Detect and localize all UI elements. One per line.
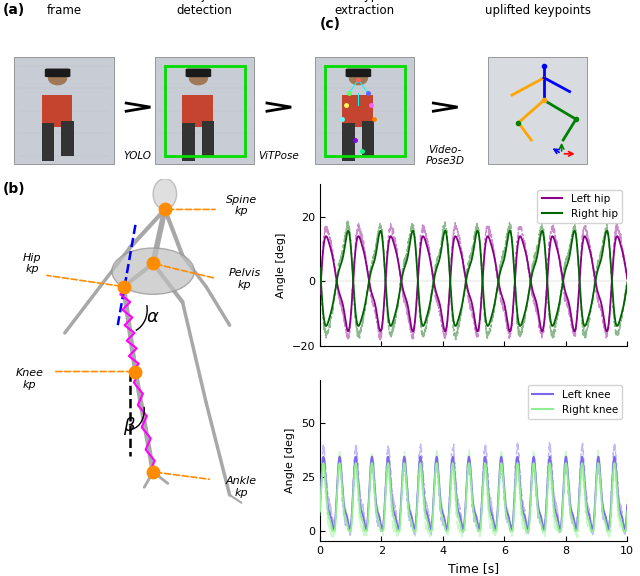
- Text: $\beta$: $\beta$: [123, 415, 136, 437]
- Text: (b): (b): [3, 183, 26, 196]
- Bar: [61, 121, 74, 156]
- Bar: [362, 121, 374, 156]
- Text: 2D-to-3D
uplifted keypoints: 2D-to-3D uplifted keypoints: [484, 0, 591, 17]
- Bar: [42, 123, 54, 161]
- Text: (a): (a): [3, 3, 26, 17]
- Bar: [324, 66, 404, 156]
- Bar: [342, 94, 373, 127]
- Circle shape: [153, 179, 177, 210]
- Ellipse shape: [48, 71, 67, 85]
- Text: Spine
kp: Spine kp: [226, 195, 257, 217]
- Text: $\alpha$: $\alpha$: [147, 309, 160, 327]
- Text: Pelvis
kp: Pelvis kp: [228, 268, 260, 290]
- Text: Ankle
kp: Ankle kp: [226, 476, 257, 498]
- Y-axis label: Angle [deg]: Angle [deg]: [285, 428, 296, 494]
- FancyBboxPatch shape: [346, 69, 371, 77]
- Bar: [315, 57, 415, 164]
- FancyBboxPatch shape: [45, 69, 70, 77]
- Bar: [202, 121, 214, 156]
- Text: Video
frame: Video frame: [47, 0, 81, 17]
- Ellipse shape: [189, 71, 208, 85]
- FancyBboxPatch shape: [186, 69, 211, 77]
- Bar: [182, 123, 195, 161]
- Bar: [155, 57, 254, 164]
- X-axis label: Time [s]: Time [s]: [448, 562, 499, 575]
- Bar: [42, 94, 72, 127]
- Text: Hip
kp: Hip kp: [23, 253, 42, 274]
- Bar: [165, 66, 245, 156]
- Text: ViTPose: ViTPose: [258, 150, 299, 161]
- Text: (c): (c): [320, 17, 341, 31]
- Text: Video-
Pose3D: Video- Pose3D: [426, 145, 464, 166]
- Text: 2D-keypoint
extraction: 2D-keypoint extraction: [329, 0, 401, 17]
- Legend: Left hip, Right hip: Left hip, Right hip: [538, 190, 622, 223]
- Text: Knee
kp: Knee kp: [15, 369, 44, 390]
- Bar: [342, 123, 355, 161]
- Bar: [15, 57, 114, 164]
- Ellipse shape: [349, 71, 368, 85]
- Text: YOLO: YOLO: [124, 150, 152, 161]
- Bar: [182, 94, 213, 127]
- Text: Object
detection: Object detection: [177, 0, 233, 17]
- Y-axis label: Angle [deg]: Angle [deg]: [276, 232, 286, 298]
- Bar: [488, 57, 588, 164]
- Legend: Left knee, Right knee: Left knee, Right knee: [528, 385, 622, 419]
- Ellipse shape: [112, 248, 195, 294]
